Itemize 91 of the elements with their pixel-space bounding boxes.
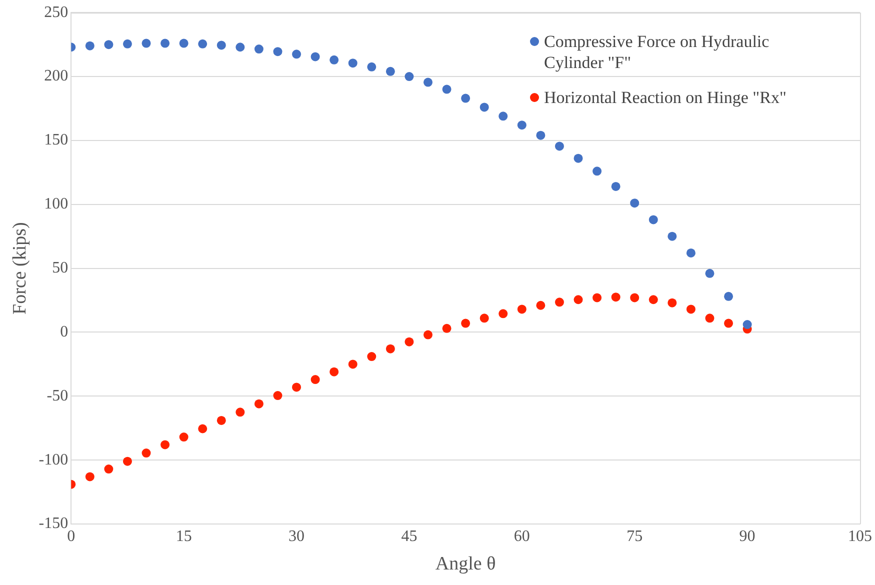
point (668, 232, 677, 241)
point (310, 375, 320, 384)
y-tick-label: 250 (44, 4, 68, 21)
point (330, 367, 339, 376)
point (367, 352, 376, 362)
x-tick-label: 60 (514, 528, 530, 545)
point (461, 94, 470, 103)
y-tick-label: 200 (44, 68, 68, 85)
point (254, 399, 264, 408)
point (648, 215, 658, 224)
point (592, 166, 602, 176)
point (648, 295, 658, 304)
point (236, 408, 245, 417)
point (104, 40, 114, 50)
point (574, 154, 583, 163)
point (179, 432, 188, 442)
point (705, 268, 714, 278)
y-tick-label: -150 (38, 515, 68, 532)
point (630, 198, 640, 208)
point (611, 292, 620, 302)
point (254, 44, 264, 54)
point (742, 320, 752, 330)
y-tick-label: -50 (46, 387, 68, 404)
point (554, 142, 564, 151)
x-axis-title: Angle θ (435, 554, 496, 575)
point (554, 298, 564, 307)
point (705, 314, 714, 323)
point (236, 42, 245, 52)
point (442, 324, 452, 333)
point (216, 416, 226, 425)
point (310, 52, 320, 62)
point (461, 318, 470, 328)
point (424, 78, 432, 87)
y-tick-label: 50 (52, 260, 68, 277)
point (142, 38, 151, 48)
y-tick-label: 0 (60, 323, 68, 340)
point (142, 448, 151, 458)
point (292, 50, 302, 59)
point (198, 424, 208, 434)
point (348, 360, 358, 369)
legend-label: Compressive Force on Hydraulic Cylinder "F" (544, 30, 770, 73)
point (536, 300, 546, 310)
x-tick-label: 30 (288, 528, 305, 545)
point (273, 47, 282, 56)
x-tick-label: 105 (848, 528, 872, 545)
point (292, 382, 302, 392)
x-tick-label: 75 (626, 528, 643, 545)
point (348, 58, 358, 68)
point (404, 72, 414, 82)
point (386, 344, 395, 354)
point (498, 309, 508, 318)
point (574, 295, 583, 304)
point (85, 41, 94, 50)
x-tick-label: 90 (739, 528, 756, 545)
point (85, 472, 94, 482)
y-tick-label: 100 (44, 196, 68, 213)
point (724, 292, 734, 301)
point (686, 304, 696, 314)
point (404, 337, 414, 346)
point (104, 464, 114, 474)
point (630, 293, 640, 302)
point (480, 314, 489, 323)
x-tick-label: 15 (176, 528, 192, 545)
point (386, 66, 395, 76)
point (724, 318, 734, 328)
point (517, 304, 526, 314)
point (160, 440, 170, 450)
x-tick-label: 45 (401, 528, 418, 545)
point (160, 38, 170, 48)
y-tick-label: -100 (38, 451, 68, 468)
point (216, 40, 226, 50)
point (480, 102, 489, 112)
legend-label: Horizontal Reaction on Hinge "Rx" (544, 86, 786, 108)
point (122, 456, 132, 466)
point (517, 120, 526, 130)
point (668, 298, 677, 308)
y-tick-label: 150 (44, 132, 68, 149)
point (592, 293, 602, 302)
point (330, 55, 339, 64)
point (198, 39, 208, 48)
point (686, 248, 696, 258)
point (498, 112, 508, 121)
point (273, 391, 282, 400)
point (611, 182, 620, 191)
point (536, 130, 546, 140)
point (179, 38, 188, 48)
point (367, 62, 376, 72)
y-axis-title: Force (kips) (9, 222, 30, 314)
point (122, 39, 132, 48)
point (424, 330, 432, 340)
point (442, 84, 452, 94)
